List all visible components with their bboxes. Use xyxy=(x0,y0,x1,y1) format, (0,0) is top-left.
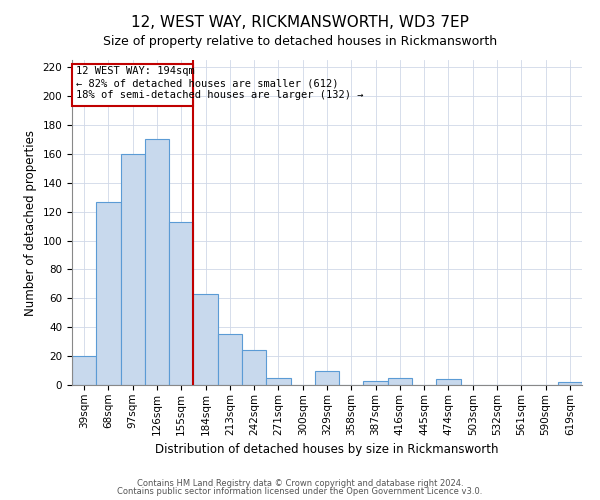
Y-axis label: Number of detached properties: Number of detached properties xyxy=(24,130,37,316)
Bar xyxy=(72,64,193,106)
Bar xyxy=(96,202,121,385)
Text: 18% of semi-detached houses are larger (132) →: 18% of semi-detached houses are larger (… xyxy=(76,90,363,100)
Bar xyxy=(218,334,242,385)
Bar xyxy=(388,378,412,385)
Bar xyxy=(72,356,96,385)
Bar xyxy=(364,380,388,385)
Text: 12, WEST WAY, RICKMANSWORTH, WD3 7EP: 12, WEST WAY, RICKMANSWORTH, WD3 7EP xyxy=(131,15,469,30)
Bar xyxy=(169,222,193,385)
Bar xyxy=(242,350,266,385)
Text: Contains HM Land Registry data © Crown copyright and database right 2024.: Contains HM Land Registry data © Crown c… xyxy=(137,478,463,488)
X-axis label: Distribution of detached houses by size in Rickmansworth: Distribution of detached houses by size … xyxy=(155,443,499,456)
Bar xyxy=(193,294,218,385)
Bar xyxy=(121,154,145,385)
Bar xyxy=(266,378,290,385)
Text: Contains public sector information licensed under the Open Government Licence v3: Contains public sector information licen… xyxy=(118,487,482,496)
Text: Size of property relative to detached houses in Rickmansworth: Size of property relative to detached ho… xyxy=(103,35,497,48)
Text: 12 WEST WAY: 194sqm: 12 WEST WAY: 194sqm xyxy=(76,66,194,76)
Text: ← 82% of detached houses are smaller (612): ← 82% of detached houses are smaller (61… xyxy=(76,78,338,88)
Bar xyxy=(558,382,582,385)
Bar xyxy=(436,379,461,385)
Bar xyxy=(315,370,339,385)
Bar xyxy=(145,140,169,385)
